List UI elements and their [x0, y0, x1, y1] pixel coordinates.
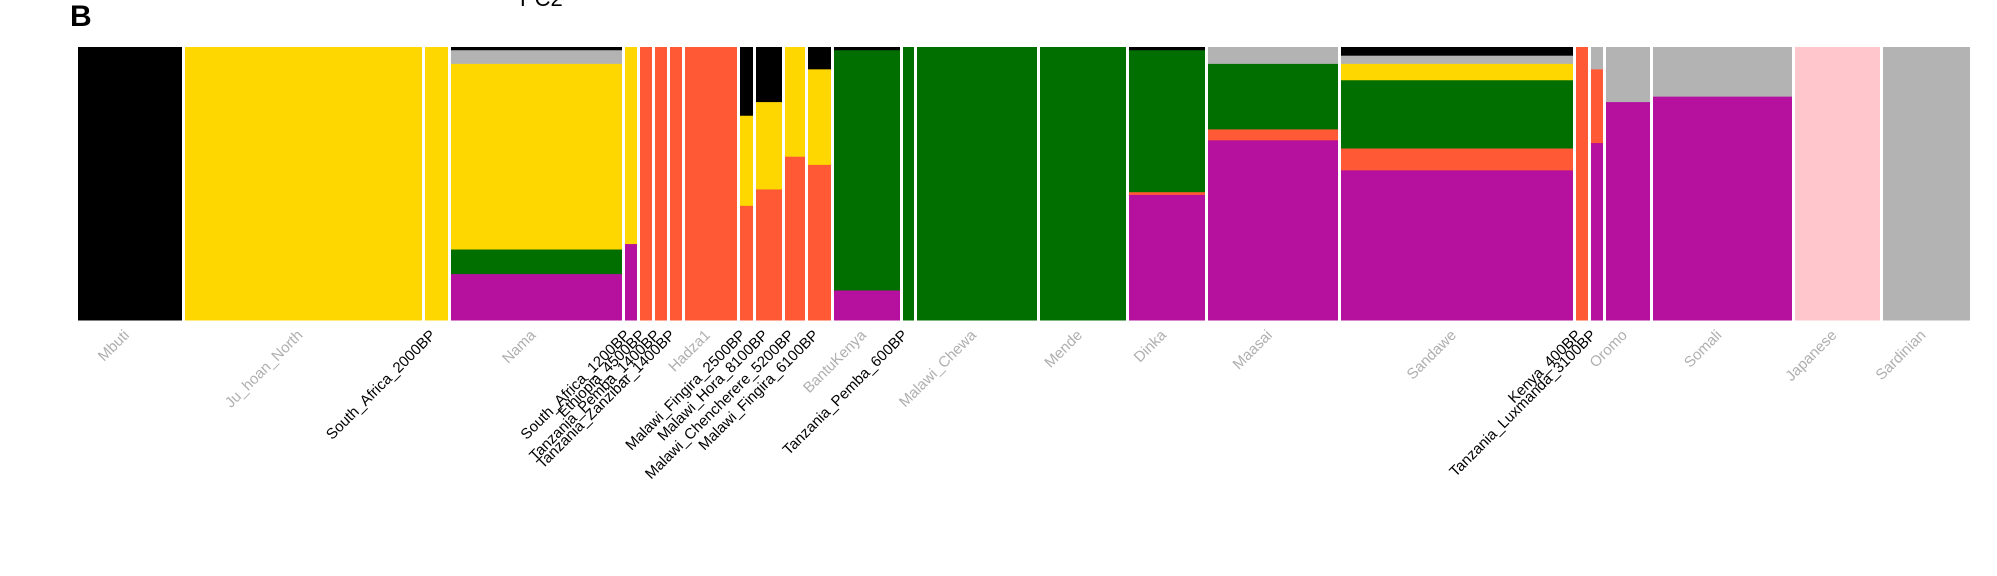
bar-segment-sardinian-gray [1883, 47, 1970, 321]
bar-segment-tanzania-luxmanda-3100bp-orange [1591, 68, 1603, 144]
bar-segment-mbuti-black [78, 47, 182, 321]
bar-segment-malawi-hora-8100bp-yellow [756, 101, 782, 190]
bar-segment-ju-hoan-north-yellow [185, 47, 422, 321]
group-separator [1205, 47, 1208, 320]
group-separator [805, 47, 808, 320]
group-separator [182, 47, 185, 320]
group-separator [1338, 47, 1341, 320]
group-separator [1650, 47, 1653, 320]
group-label-sandawe: Sandawe [1404, 327, 1460, 383]
top-partial-text: PC2 [520, 0, 563, 12]
bar-segment-south-africa-1200bp-magenta [625, 243, 637, 321]
bar-segment-malawi-chewa-green [917, 47, 1037, 321]
group-separator [900, 47, 903, 320]
group-label-tanzania-luxmanda-3100bp: Tanzania_Luxmanda_3100BP [1446, 327, 1600, 481]
bar-segment-hadza1-orange [685, 47, 737, 321]
group-separator [1603, 47, 1606, 320]
bar-segment-tanzania-zanzibar-1400bp-orange [670, 47, 682, 321]
group-separator [1126, 47, 1129, 320]
bar-segment-tanzania-luxmanda-3100bp-magenta [1591, 142, 1603, 321]
group-label-mbuti: Mbuti [95, 327, 133, 365]
bar-segment-malawi-fingira-2500bp-black [740, 47, 753, 116]
group-separator [622, 47, 625, 320]
bar-segment-somali-gray [1653, 47, 1792, 97]
bar-segment-nama-black [451, 47, 622, 51]
group-label-somali: Somali [1681, 327, 1725, 371]
bar-segment-sandawe-magenta [1341, 169, 1573, 321]
bar-segment-oromo-magenta [1606, 101, 1650, 321]
bar-segment-sandawe-gray [1341, 55, 1573, 64]
group-separator [914, 47, 917, 320]
group-separator [831, 47, 834, 320]
group-separator [422, 47, 425, 320]
bar-segment-dinka-magenta [1129, 194, 1205, 321]
bar-segment-dinka-black [1129, 47, 1205, 51]
group-label-kenya-400bp: Kenya_400BP [1505, 327, 1585, 407]
bar-segment-malawi-fingira-6100bp-orange [808, 164, 831, 321]
bar-segment-nama-gray [451, 49, 622, 64]
bar-segment-ethiopia-4500bp-orange [640, 47, 652, 321]
group-separator [737, 47, 740, 320]
bar-segment-nama-green [451, 249, 622, 275]
bar-segment-tanzania-pemba-1400bp-orange [655, 47, 667, 321]
group-separator [637, 47, 640, 320]
bar-segment-sandawe-black [1341, 47, 1573, 56]
group-separator [652, 47, 655, 320]
group-label-mende: Mende [1041, 327, 1085, 371]
bar-segment-malawi-fingira-6100bp-yellow [808, 68, 831, 165]
bar-segment-malawi-hora-8100bp-black [756, 47, 782, 103]
group-label-japanese: Japanese [1782, 327, 1840, 385]
bar-segment-bantukenya-magenta [834, 289, 900, 321]
group-separator [753, 47, 756, 320]
group-separator [448, 47, 451, 320]
bar-segment-nama-magenta [451, 273, 622, 321]
bar-segment-maasai-gray [1208, 47, 1338, 64]
bar-segment-tanzania-pemba-600bp-green [903, 47, 914, 321]
bar-segment-nama-yellow [451, 63, 622, 250]
bar-segment-dinka-orange [1129, 191, 1205, 195]
bar-segment-malawi-fingira-6100bp-black [808, 47, 831, 70]
bar-segment-kenya-400bp-orange [1576, 47, 1588, 321]
group-label-south-africa-2000bp: South_Africa_2000BP [323, 327, 439, 443]
group-separator [1037, 47, 1040, 320]
group-separator [782, 47, 785, 320]
bar-segment-bantukenya-black [834, 47, 900, 51]
group-separator [1588, 47, 1591, 320]
bar-segment-malawi-fingira-2500bp-orange [740, 205, 753, 321]
bar-segment-maasai-magenta [1208, 139, 1338, 321]
bar-segment-somali-magenta [1653, 96, 1792, 321]
group-label-dinka: Dinka [1131, 326, 1171, 366]
bar-segment-sandawe-yellow [1341, 63, 1573, 81]
bar-segment-tanzania-luxmanda-3100bp-gray [1591, 47, 1603, 70]
group-separator [1573, 47, 1576, 320]
bar-segment-japanese-pink [1795, 47, 1880, 321]
panel-letter: B [70, 0, 92, 33]
bar-segment-maasai-green [1208, 63, 1338, 130]
bar-segment-maasai-orange [1208, 128, 1338, 141]
group-separator [1880, 47, 1883, 320]
bar-segment-mende-green [1040, 47, 1126, 321]
bar-segment-south-africa-1200bp-yellow [625, 47, 637, 245]
bar-segment-south-africa-2000bp-yellow [425, 47, 448, 321]
bar-segment-malawi-hora-8100bp-orange [756, 188, 782, 321]
group-separator [667, 47, 670, 320]
group-label-nama: Nama [499, 326, 540, 367]
bar-segment-dinka-green [1129, 49, 1205, 193]
group-label-ju-hoan-north: Ju_hoan_North [222, 327, 307, 412]
bar-segment-malawi-chencherere-5200bp-yellow [785, 47, 805, 157]
group-separator [1792, 47, 1795, 320]
bar-segment-bantukenya-green [834, 49, 900, 291]
bar-segment-sandawe-green [1341, 79, 1573, 149]
bar-segment-malawi-chencherere-5200bp-orange [785, 156, 805, 321]
group-separator [682, 47, 685, 320]
group-label-sardinian: Sardinian [1872, 327, 1929, 384]
bar-segment-malawi-fingira-2500bp-yellow [740, 115, 753, 206]
group-label-maasai: Maasai [1230, 327, 1276, 373]
bar-segment-oromo-gray [1606, 47, 1650, 103]
bar-segment-sandawe-orange [1341, 148, 1573, 171]
